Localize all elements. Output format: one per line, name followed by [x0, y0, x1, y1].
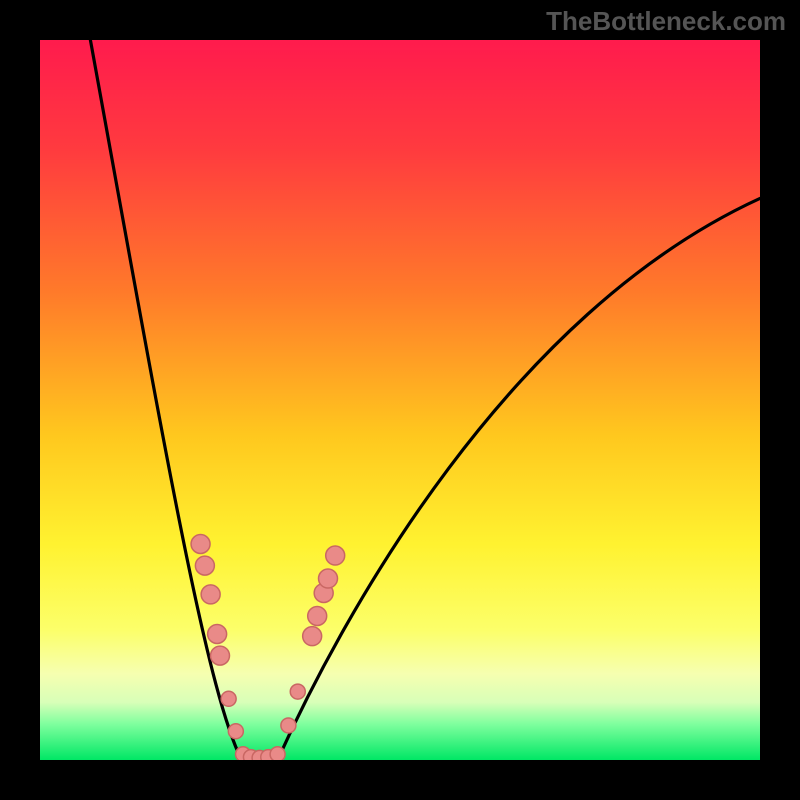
data-point [228, 724, 243, 739]
curve-and-markers-layer [0, 0, 800, 800]
data-point [308, 607, 327, 626]
data-point [303, 627, 322, 646]
data-point [326, 546, 345, 565]
data-point [191, 535, 210, 554]
chart-container: TheBottleneck.com [0, 0, 800, 800]
attribution-text: TheBottleneck.com [546, 6, 786, 37]
data-point [208, 625, 227, 644]
data-point [270, 747, 285, 762]
data-point [319, 569, 338, 588]
data-point [195, 556, 214, 575]
data-point [221, 691, 236, 706]
data-point [290, 684, 305, 699]
bottleneck-curve [90, 40, 760, 763]
data-point [281, 718, 296, 733]
data-point [211, 646, 230, 665]
data-point [201, 585, 220, 604]
